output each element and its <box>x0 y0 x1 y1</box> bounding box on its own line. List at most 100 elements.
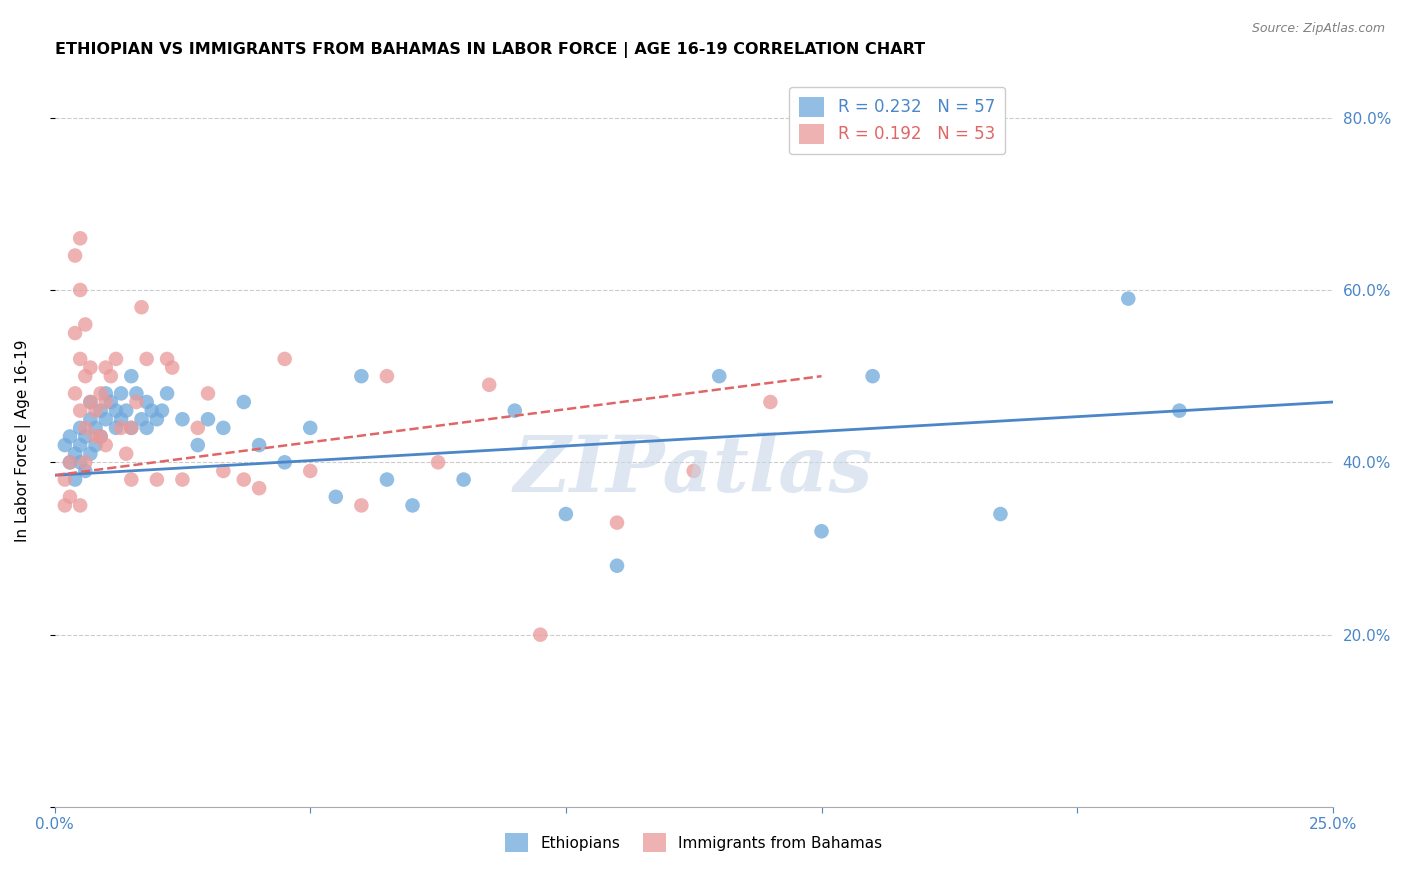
Point <box>59 455 82 469</box>
Point <box>75 421 97 435</box>
Point <box>453 473 475 487</box>
Point <box>197 386 219 401</box>
Point <box>84 421 107 435</box>
Point <box>69 438 91 452</box>
Point <box>375 369 398 384</box>
Point <box>247 438 270 452</box>
Point <box>63 248 86 262</box>
Point <box>1168 403 1191 417</box>
Point <box>63 473 86 487</box>
Point <box>75 318 97 332</box>
Point <box>90 386 112 401</box>
Point <box>350 499 373 513</box>
Point <box>120 369 142 384</box>
Y-axis label: In Labor Force | Age 16-19: In Labor Force | Age 16-19 <box>15 340 31 542</box>
Point <box>63 326 86 340</box>
Point <box>53 499 76 513</box>
Point <box>135 395 157 409</box>
Point <box>187 421 209 435</box>
Text: ETHIOPIAN VS IMMIGRANTS FROM BAHAMAS IN LABOR FORCE | AGE 16-19 CORRELATION CHAR: ETHIOPIAN VS IMMIGRANTS FROM BAHAMAS IN … <box>55 42 925 58</box>
Point <box>427 455 450 469</box>
Point <box>172 473 194 487</box>
Point <box>115 447 138 461</box>
Point <box>110 386 132 401</box>
Point <box>69 455 91 469</box>
Point <box>59 429 82 443</box>
Point <box>94 412 117 426</box>
Point <box>79 395 101 409</box>
Point <box>172 412 194 426</box>
Point <box>75 464 97 478</box>
Point <box>79 412 101 426</box>
Point <box>90 429 112 443</box>
Point <box>299 421 322 435</box>
Point <box>79 447 101 461</box>
Point <box>69 231 91 245</box>
Point <box>990 507 1012 521</box>
Point <box>90 429 112 443</box>
Point <box>104 403 127 417</box>
Point <box>146 412 169 426</box>
Point <box>94 360 117 375</box>
Point <box>100 369 122 384</box>
Point <box>187 438 209 452</box>
Point <box>59 455 82 469</box>
Point <box>104 421 127 435</box>
Point <box>503 403 526 417</box>
Point <box>59 490 82 504</box>
Point <box>84 429 107 443</box>
Point <box>69 421 91 435</box>
Point <box>156 351 179 366</box>
Point <box>131 300 153 314</box>
Point <box>104 351 127 366</box>
Point <box>63 386 86 401</box>
Point <box>120 421 142 435</box>
Point <box>709 369 731 384</box>
Point <box>478 377 501 392</box>
Point <box>110 421 132 435</box>
Point <box>94 395 117 409</box>
Point <box>401 499 423 513</box>
Point <box>75 429 97 443</box>
Point <box>141 403 163 417</box>
Point <box>94 386 117 401</box>
Point <box>606 558 628 573</box>
Point <box>232 473 254 487</box>
Point <box>115 403 138 417</box>
Point <box>110 412 132 426</box>
Point <box>135 351 157 366</box>
Point <box>156 386 179 401</box>
Point <box>131 412 153 426</box>
Text: Source: ZipAtlas.com: Source: ZipAtlas.com <box>1251 22 1385 36</box>
Point <box>273 455 295 469</box>
Point <box>325 490 347 504</box>
Point <box>53 438 76 452</box>
Point <box>862 369 884 384</box>
Point <box>63 447 86 461</box>
Point <box>120 421 142 435</box>
Point <box>69 351 91 366</box>
Point <box>53 473 76 487</box>
Point <box>759 395 782 409</box>
Point <box>1116 292 1139 306</box>
Point <box>125 395 148 409</box>
Point <box>273 351 295 366</box>
Point <box>94 438 117 452</box>
Point <box>79 360 101 375</box>
Point <box>84 438 107 452</box>
Legend: R = 0.232   N = 57, R = 0.192   N = 53: R = 0.232 N = 57, R = 0.192 N = 53 <box>789 87 1005 154</box>
Point <box>90 403 112 417</box>
Point <box>84 403 107 417</box>
Point <box>100 395 122 409</box>
Point <box>682 464 704 478</box>
Point <box>232 395 254 409</box>
Point <box>75 369 97 384</box>
Point <box>75 455 97 469</box>
Point <box>79 395 101 409</box>
Point <box>212 464 235 478</box>
Point <box>810 524 832 539</box>
Point <box>69 283 91 297</box>
Point <box>529 627 551 641</box>
Point <box>247 481 270 495</box>
Point <box>375 473 398 487</box>
